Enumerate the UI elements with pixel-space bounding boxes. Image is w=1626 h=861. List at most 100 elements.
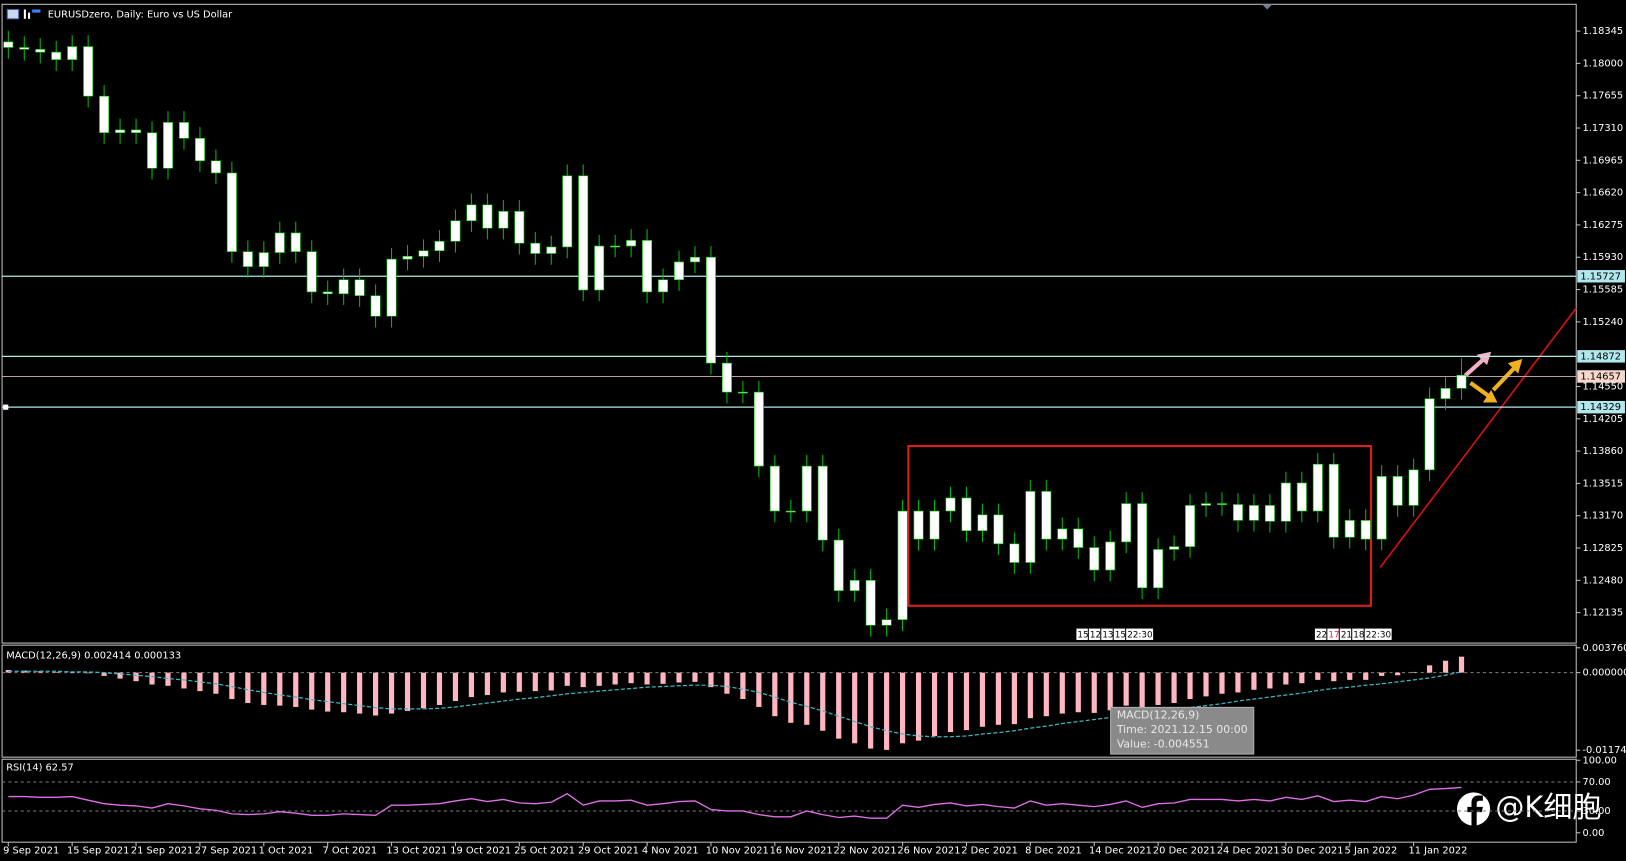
macd-bar	[357, 672, 363, 714]
macd-bar	[1203, 672, 1209, 697]
candle-body	[1121, 503, 1132, 543]
x-tick-label: 14 Dec 2021	[1089, 845, 1152, 856]
macd-bar	[628, 672, 634, 684]
rsi-line	[8, 786, 1462, 819]
y-tick-label: 1.14550	[1582, 381, 1623, 392]
macd-bar	[69, 672, 75, 674]
x-tick-label: 5 Jan 2022	[1345, 845, 1398, 856]
y-tick-label: 1.13860	[1582, 446, 1623, 457]
macd-bar	[484, 672, 490, 696]
last-price-label: 1.14657	[1580, 371, 1621, 382]
macd-bar	[1171, 672, 1177, 703]
session-label: 15:	[1115, 630, 1129, 640]
macd-bar	[1155, 672, 1161, 705]
macd-bar	[500, 672, 506, 693]
bar-icon	[32, 9, 41, 13]
candle-body	[226, 172, 237, 252]
session-label: 15:	[1077, 630, 1091, 640]
candle-body	[626, 240, 637, 247]
session-box	[1339, 628, 1352, 640]
candle-body	[163, 122, 173, 169]
macd-bar	[915, 672, 922, 741]
candle-body	[1153, 549, 1164, 589]
candle-body	[3, 41, 14, 48]
session-label: 18:	[1353, 630, 1367, 640]
y-tick-label: 1.16620	[1582, 188, 1623, 199]
macd-bar	[1075, 672, 1081, 713]
candle-body	[354, 279, 365, 296]
y-tick-label: 1.17310	[1582, 123, 1623, 134]
candle-body	[801, 465, 812, 512]
y-tick-label: 0.00	[1582, 828, 1604, 839]
candle-body	[274, 232, 285, 253]
macd-bar	[612, 672, 618, 685]
x-tick-label: 2 Dec 2021	[961, 845, 1018, 856]
candle-body	[1025, 491, 1036, 563]
y-tick-label: -0.011745	[1582, 745, 1626, 756]
candle-body	[530, 242, 541, 254]
x-tick-label: 7 Oct 2021	[323, 845, 378, 856]
candle-body	[1408, 469, 1419, 506]
session-label: 17:	[1328, 630, 1342, 640]
macd-bar	[772, 672, 778, 717]
tooltip-line: Time: 2021.12.15 00:00	[1116, 723, 1248, 736]
candle-body	[67, 46, 78, 60]
main-panel-frame	[1, 3, 1577, 644]
macd-bar	[1251, 672, 1257, 690]
macd-bar	[532, 672, 538, 692]
macd-bar	[1363, 672, 1369, 680]
macd-bar	[740, 672, 746, 700]
session-box	[1314, 628, 1327, 640]
candle-body	[1073, 528, 1084, 548]
macd-bar	[420, 672, 427, 709]
range-box	[907, 445, 1372, 607]
y-tick-label: 30.00	[1582, 806, 1610, 817]
x-tick-label: 29 Oct 2021	[578, 845, 639, 856]
x-tick-label: 9 Sep 2021	[3, 845, 59, 856]
candle-body	[514, 211, 525, 244]
macd-bar	[1458, 656, 1465, 673]
macd-bar	[1395, 672, 1401, 676]
candle-body	[913, 510, 924, 540]
session-box	[1101, 628, 1113, 640]
y-tick-label: 1.12135	[1582, 608, 1623, 619]
y-tick-label: 1.13515	[1582, 478, 1623, 489]
candle-body	[1280, 482, 1291, 522]
macd-bar	[1379, 672, 1385, 676]
signal-line	[8, 670, 1462, 738]
candle-body	[1137, 503, 1148, 589]
arrows	[1463, 351, 1523, 403]
trend-line	[1379, 307, 1577, 568]
candle-body	[35, 49, 46, 53]
candle-body	[131, 129, 142, 134]
macd-bar	[884, 672, 890, 750]
y-tick-label: 0.000000	[1582, 668, 1626, 679]
y-tick-label: 1.16275	[1582, 220, 1623, 231]
session-label: 13:	[1102, 630, 1116, 640]
y-tick-label: 1.18000	[1582, 58, 1623, 69]
macd-bar	[229, 672, 235, 700]
macd-bar	[1091, 672, 1097, 713]
macd-bar	[947, 672, 954, 733]
arrow-head	[1476, 351, 1492, 366]
candle-body	[785, 510, 796, 513]
macd-bar	[1283, 672, 1289, 685]
level-label: 1.14329	[1580, 402, 1621, 413]
arrow-gold	[1469, 381, 1491, 398]
candle-body	[178, 122, 189, 139]
y-tick-label: 1.15930	[1582, 252, 1623, 263]
candle-body	[258, 252, 269, 267]
candle-body	[993, 514, 1004, 545]
candle-body	[83, 46, 94, 97]
candle-body	[1344, 520, 1355, 538]
tooltip-line: Value: -0.004551	[1117, 738, 1210, 751]
macd-bar	[117, 672, 123, 679]
candle-body	[1169, 546, 1180, 550]
y-tick-label: 1.12480	[1582, 575, 1623, 586]
macd-bar	[1027, 672, 1033, 719]
x-tick-label: 16 Nov 2021	[770, 845, 833, 856]
macd-bar	[963, 672, 970, 731]
macd-bar	[1299, 672, 1305, 684]
